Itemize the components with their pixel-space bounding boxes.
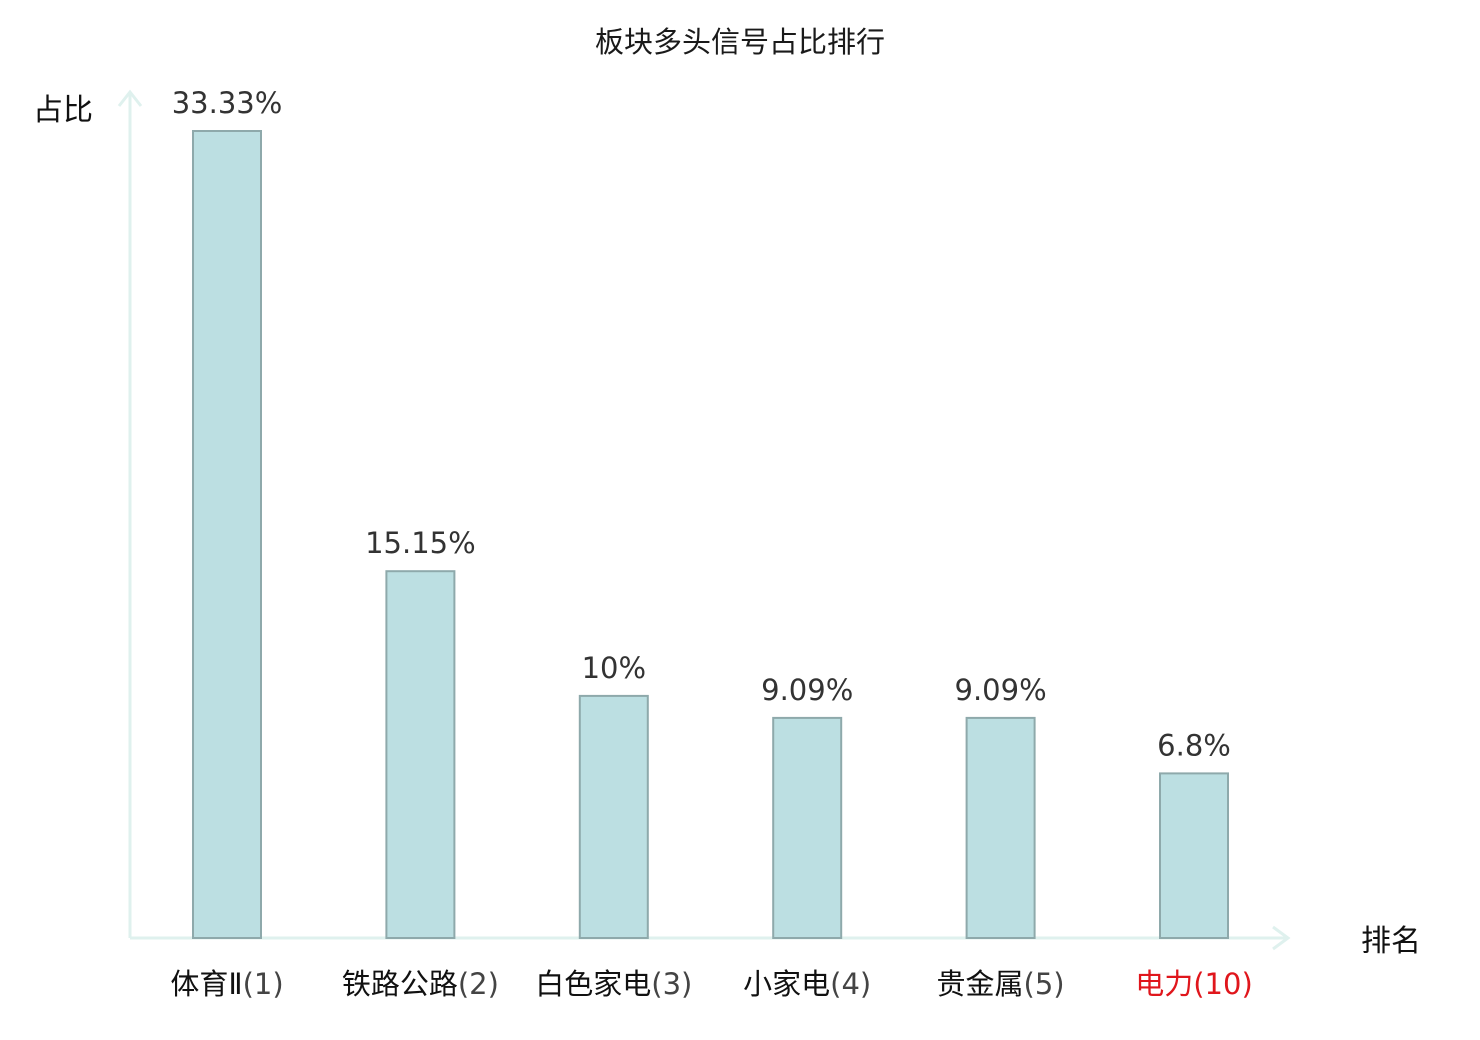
x-tick-name: 体育Ⅱ <box>170 967 242 1001</box>
x-tick-label-1: 体育Ⅱ(1) <box>170 967 283 1001</box>
x-tick-rank: (4) <box>830 967 871 1001</box>
x-tick-rank: (2) <box>458 967 499 1001</box>
value-label-5: 9.09% <box>955 673 1047 707</box>
y-axis-label: 占比 <box>33 93 93 128</box>
bar-5 <box>965 716 1036 940</box>
x-tick-label-2: 铁路公路(2) <box>342 967 499 1001</box>
bar-4 <box>772 716 843 940</box>
value-labels: 33.33% 15.15% 10% 9.09% 9.09% 6.8% <box>172 86 1231 762</box>
bar-3 <box>578 694 649 940</box>
value-label-3: 10% <box>582 651 646 685</box>
x-tick-rank: (10) <box>1193 967 1253 1001</box>
x-tick-name: 白色家电 <box>535 967 651 1001</box>
x-tick-label-4: 小家电(4) <box>743 967 871 1001</box>
axes: 占比 排名 <box>33 89 1421 959</box>
x-tick-rank: (1) <box>243 967 284 1001</box>
x-tick-labels: 体育Ⅱ(1) 铁路公路(2) 白色家电(3) 小家电(4) 贵金属(5) 电力(10) <box>170 967 1252 1001</box>
x-tick-label-5: 贵金属(5) <box>937 967 1065 1001</box>
bar-2 <box>385 570 456 939</box>
x-tick-name: 贵金属 <box>937 967 1024 1001</box>
x-tick-name: 小家电 <box>743 967 830 1001</box>
x-axis-label: 排名 <box>1361 924 1421 959</box>
value-label-1: 33.33% <box>172 86 283 120</box>
x-tick-label-3: 白色家电(3) <box>535 967 692 1001</box>
x-tick-name: 铁路公路 <box>342 967 458 1001</box>
bars <box>192 130 1229 940</box>
x-tick-name: 电力 <box>1135 967 1193 1001</box>
x-tick-rank: (3) <box>651 967 692 1001</box>
value-label-4: 9.09% <box>761 673 853 707</box>
x-tick-label-6: 电力(10) <box>1135 967 1253 1001</box>
value-label-2: 15.15% <box>365 526 476 560</box>
bar-1 <box>192 130 262 939</box>
bar-6 <box>1159 772 1229 940</box>
x-tick-rank: (5) <box>1024 967 1065 1001</box>
value-label-6: 6.8% <box>1157 728 1231 762</box>
y-axis-arrow <box>117 89 143 107</box>
x-axis-arrow <box>1272 925 1291 951</box>
chart-title: 板块多头信号占比排行 <box>595 25 885 59</box>
